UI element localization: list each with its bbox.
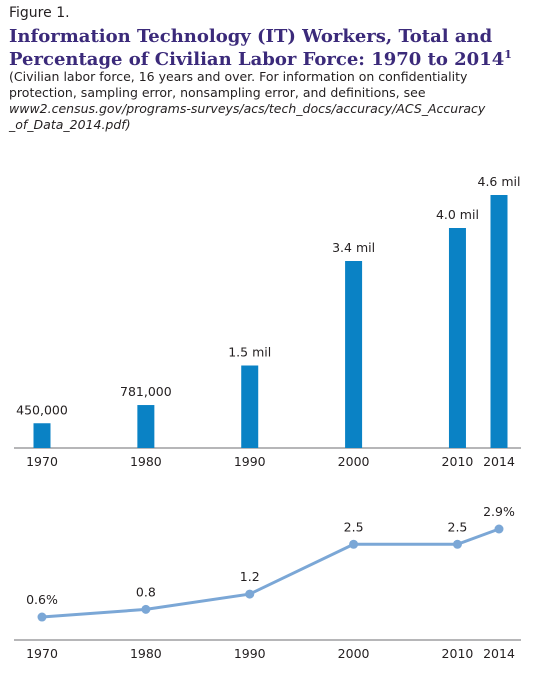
- figure-label: Figure 1.: [9, 5, 70, 21]
- bar: [490, 195, 508, 448]
- value-label: 4.0 mil: [436, 207, 479, 222]
- value-label: 2.5: [344, 519, 364, 534]
- subtitle-link: www2.census.gov/programs-surveys/acs/tec…: [9, 101, 486, 116]
- title-line: Percentage of Civilian Labor Force: 1970…: [9, 49, 504, 70]
- x-tick-label: 2014: [483, 454, 515, 469]
- subtitle-link: _of_Data_2014.pdf): [8, 117, 131, 132]
- marker: [494, 524, 504, 534]
- subtitle: protection, sampling error, nonsampling …: [9, 85, 426, 100]
- x-tick-label: 1980: [130, 454, 162, 469]
- value-label: 781,000: [120, 384, 172, 399]
- marker: [141, 604, 151, 614]
- value-label: 3.4 mil: [332, 240, 375, 255]
- value-label: 0.6%: [26, 592, 58, 607]
- value-label: 1.5 mil: [228, 345, 271, 360]
- value-label: 450,000: [16, 402, 68, 417]
- subtitle: (Civilian labor force, 16 years and over…: [9, 69, 468, 84]
- marker: [37, 612, 47, 622]
- value-label: 4.6 mil: [478, 174, 521, 189]
- value-label: 2.5: [448, 519, 468, 534]
- marker: [245, 589, 255, 599]
- x-tick-label: 1980: [130, 646, 162, 661]
- bar: [345, 261, 363, 448]
- bar: [137, 405, 155, 448]
- value-label: 2.9%: [483, 504, 515, 519]
- x-tick-label: 2010: [442, 454, 474, 469]
- footnote-mark: 1: [504, 48, 512, 61]
- marker: [452, 539, 462, 549]
- x-tick-label: 2000: [338, 454, 370, 469]
- x-tick-label: 1970: [26, 646, 58, 661]
- x-tick-label: 1970: [26, 454, 58, 469]
- value-label: 0.8: [136, 584, 156, 599]
- bar: [241, 365, 259, 448]
- bar: [448, 228, 466, 448]
- x-tick-label: 1990: [234, 646, 266, 661]
- x-tick-label: 1990: [234, 454, 266, 469]
- x-tick-label: 2010: [442, 646, 474, 661]
- chart-title: Information Technology (IT) Workers, Tot…: [9, 26, 493, 47]
- line: [41, 527, 500, 619]
- x-tick-label: 2014: [483, 646, 515, 661]
- x-tick-label: 2000: [338, 646, 370, 661]
- value-label: 1.2: [240, 569, 260, 584]
- bar: [33, 423, 51, 448]
- marker: [349, 539, 359, 549]
- chart-title: Percentage of Civilian Labor Force: 1970…: [9, 48, 512, 70]
